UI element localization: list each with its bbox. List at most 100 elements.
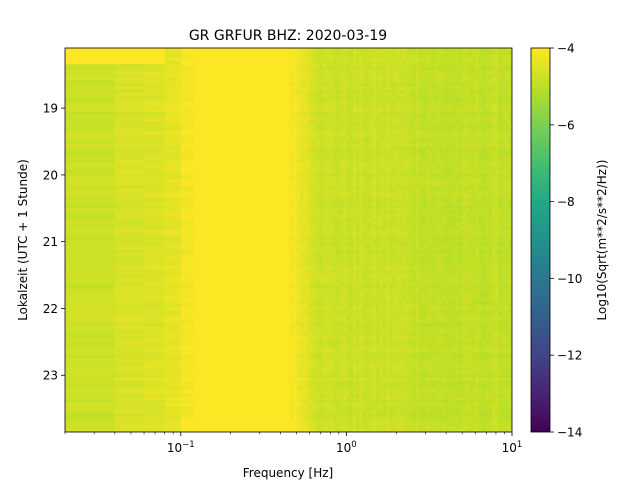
heatmap-cell — [233, 160, 238, 164]
heatmap-cell — [230, 48, 235, 52]
heatmap-cell — [366, 182, 371, 187]
heatmap-cell — [233, 96, 238, 100]
heatmap-cell — [336, 150, 341, 155]
heatmap-cell — [333, 204, 337, 209]
heatmap-cell — [502, 76, 506, 81]
heatmap-cell — [485, 166, 490, 171]
heatmap-cell — [180, 92, 195, 97]
heatmap-cell — [475, 89, 480, 94]
heatmap-cell — [230, 96, 235, 100]
heatmap-cell — [213, 57, 218, 62]
heatmap-cell — [227, 163, 231, 167]
heatmap-cell — [343, 96, 347, 100]
heatmap-cell — [465, 160, 470, 164]
heatmap-cell — [200, 192, 205, 196]
heatmap-cell — [180, 144, 195, 148]
heatmap-cell — [296, 128, 301, 132]
heatmap-cell — [472, 80, 477, 84]
heatmap-cell — [266, 51, 271, 55]
heatmap-cell — [389, 67, 394, 71]
heatmap-cell — [326, 185, 331, 190]
heatmap-cell — [240, 166, 245, 171]
heatmap-cell — [412, 102, 417, 107]
heatmap-cell — [286, 124, 291, 129]
heatmap-cell — [419, 176, 424, 180]
heatmap-cell — [230, 51, 235, 55]
heatmap-cell — [429, 134, 434, 139]
heatmap-cell — [316, 195, 321, 199]
heatmap-cell — [392, 176, 397, 180]
heatmap-cell — [468, 48, 473, 52]
heatmap-cell — [203, 89, 208, 94]
heatmap-cell — [376, 105, 381, 110]
heatmap-cell — [260, 137, 265, 142]
heatmap-cell — [389, 144, 394, 148]
heatmap-cell — [472, 89, 477, 94]
heatmap-cell — [455, 105, 460, 110]
heatmap-cell — [346, 188, 351, 193]
heatmap-cell — [508, 185, 512, 190]
heatmap-cell — [227, 195, 231, 199]
heatmap-cell — [329, 169, 334, 174]
heatmap-cell — [412, 163, 417, 167]
heatmap-cell — [336, 176, 341, 180]
heatmap-cell — [442, 105, 447, 110]
heatmap-cell — [217, 192, 221, 196]
heatmap-cell — [323, 57, 328, 62]
heatmap-cell — [492, 134, 497, 139]
heatmap-cell — [270, 105, 274, 110]
heatmap-cell — [303, 92, 308, 97]
heatmap-cell — [319, 140, 324, 145]
heatmap-cell — [286, 102, 291, 107]
heatmap-cell — [144, 86, 166, 91]
heatmap-cell — [492, 57, 497, 62]
heatmap-cell — [498, 182, 503, 187]
heatmap-cell — [276, 150, 281, 155]
heatmap-cell — [396, 166, 400, 171]
heatmap-cell — [502, 99, 506, 103]
heatmap-cell — [253, 134, 258, 139]
heatmap-cell — [346, 99, 351, 103]
heatmap-cell — [144, 137, 166, 142]
heatmap-cell — [352, 83, 357, 87]
heatmap-cell — [180, 73, 195, 78]
heatmap-cell — [495, 121, 500, 126]
heatmap-cell — [495, 60, 500, 65]
heatmap-cell — [482, 172, 487, 177]
heatmap-cell — [455, 64, 460, 68]
heatmap-cell — [333, 188, 337, 193]
heatmap-cell — [236, 89, 241, 94]
heatmap-cell — [343, 188, 347, 193]
heatmap-cell — [164, 185, 182, 190]
heatmap-cell — [193, 89, 198, 94]
heatmap-cell — [227, 140, 231, 145]
heatmap-cell — [144, 60, 166, 65]
heatmap-cell — [495, 163, 500, 167]
heatmap-cell — [356, 185, 361, 190]
heatmap-cell — [333, 118, 337, 123]
heatmap-cell — [352, 112, 357, 116]
heatmap-cell — [478, 128, 483, 132]
heatmap-cell — [316, 121, 321, 126]
heatmap-cell — [478, 86, 483, 91]
heatmap-cell — [313, 80, 318, 84]
heatmap-cell — [495, 128, 500, 132]
heatmap-cell — [323, 54, 328, 59]
heatmap-cell — [389, 57, 394, 62]
heatmap-cell — [220, 86, 225, 91]
heatmap-cell — [227, 67, 231, 71]
heatmap-cell — [319, 102, 324, 107]
heatmap-cell — [266, 54, 271, 59]
heatmap-cell — [508, 128, 512, 132]
heatmap-cell — [203, 179, 208, 183]
heatmap-cell — [505, 147, 510, 151]
heatmap-cell — [396, 115, 400, 119]
heatmap-cell — [429, 169, 434, 174]
heatmap-cell — [412, 192, 417, 196]
heatmap-cell — [419, 144, 424, 148]
heatmap-cell — [200, 176, 205, 180]
heatmap-cell — [323, 105, 328, 110]
heatmap-cell — [392, 188, 397, 193]
heatmap-cell — [402, 166, 407, 171]
heatmap-cell — [386, 147, 390, 151]
